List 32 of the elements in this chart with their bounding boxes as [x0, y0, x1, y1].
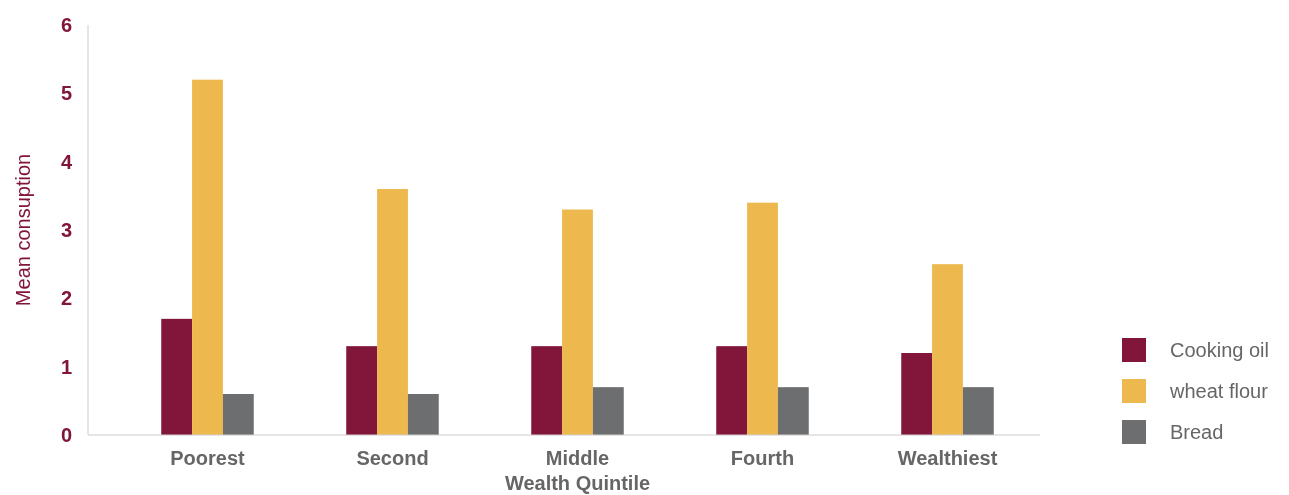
legend-label: Cooking oil	[1170, 339, 1269, 361]
y-tick-label: 2	[60, 287, 72, 310]
bar	[346, 346, 378, 435]
bar	[962, 387, 994, 435]
bar	[716, 346, 748, 435]
bar	[562, 209, 593, 435]
x-axis-title: Wealth Quintile	[504, 472, 651, 494]
x-tick-label: Poorest	[170, 447, 246, 469]
legend-label: Bread	[1170, 421, 1224, 443]
y-tick-label: 4	[60, 150, 73, 173]
bar	[407, 394, 439, 435]
y-axis-title: Mean consuption	[12, 153, 34, 307]
bar	[161, 318, 193, 435]
x-tick-label: Wealthiest	[897, 447, 998, 469]
bar	[901, 353, 933, 435]
bar	[747, 202, 778, 435]
legend-label: wheat flour	[1169, 380, 1269, 402]
y-tick-label: 1	[60, 355, 72, 378]
x-tick-label: Second	[356, 447, 429, 469]
bar	[222, 394, 254, 435]
y-tick-label: 5	[60, 82, 72, 105]
bar	[377, 189, 408, 435]
bar	[531, 346, 563, 435]
x-tick-label: Middle	[545, 447, 610, 469]
bar	[192, 79, 223, 435]
bar	[592, 387, 624, 435]
y-tick-label: 6	[60, 14, 72, 36]
x-tick-label: Fourth	[730, 447, 795, 469]
bar	[777, 387, 809, 435]
y-tick-label: 3	[60, 219, 72, 241]
y-tick-label: 0	[60, 424, 72, 446]
bar	[932, 264, 963, 435]
